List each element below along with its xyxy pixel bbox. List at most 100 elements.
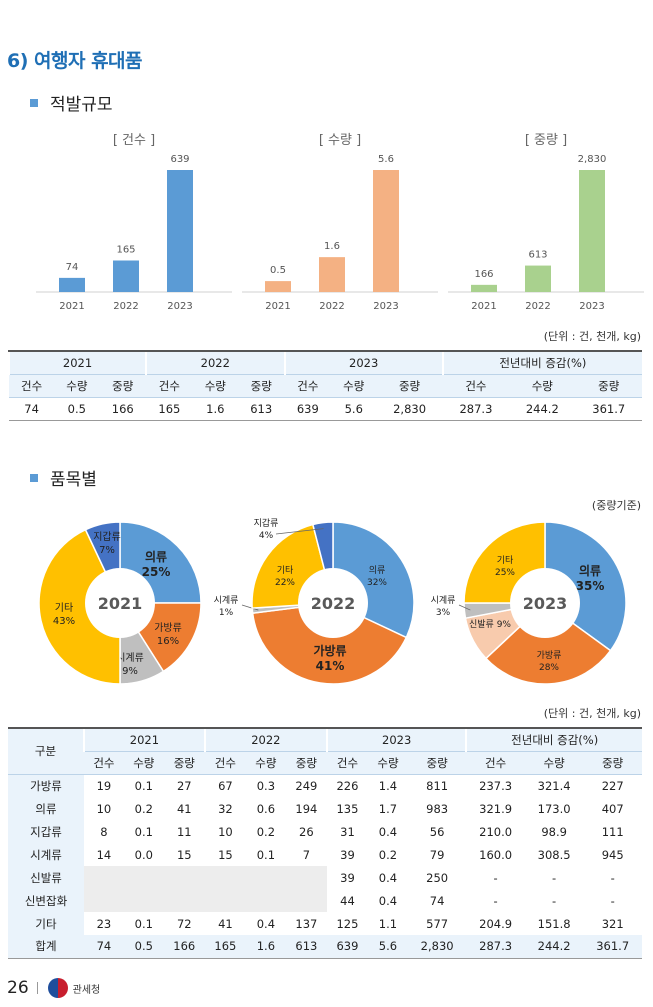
chart-title: [ 건수 ]	[113, 133, 155, 148]
pie-slice	[544, 521, 627, 652]
section-title: 6) 여행자 휴대품	[7, 50, 143, 72]
leader-line	[275, 528, 324, 535]
table-cell: 0.1	[134, 916, 153, 931]
bar	[59, 277, 85, 292]
footer-divider	[36, 982, 38, 994]
column-header: 중량	[407, 751, 467, 775]
slice-percent: 7%	[99, 545, 115, 556]
table-cell: 639	[326, 935, 369, 959]
table-cell: 407	[601, 801, 624, 816]
table-cell: 613	[237, 397, 285, 421]
table-cell: 244.2	[524, 935, 584, 959]
row-label: 지갑류	[8, 820, 84, 843]
table-cell: 74	[429, 893, 445, 908]
column-header: 중량	[575, 374, 642, 398]
donut-hole	[85, 568, 155, 638]
leader-line	[458, 604, 471, 611]
table-cell: 0.6	[256, 801, 276, 816]
row-label: 가방류	[8, 774, 84, 797]
empty-cell	[84, 889, 327, 912]
column-header: 중량	[583, 751, 642, 775]
column-header: 중량	[163, 751, 205, 775]
table-cell: 8	[100, 824, 108, 839]
data-label: 165	[116, 244, 135, 255]
table-cell: 151.8	[537, 916, 571, 931]
table-cell: -	[493, 893, 498, 908]
subsection-title-text: 적발규모	[50, 95, 113, 115]
x-tick-label: 2022	[113, 301, 138, 312]
bullet-square-icon	[30, 473, 38, 482]
table-cell: 14	[96, 847, 112, 862]
row-label: 신변잡화	[8, 889, 84, 912]
slice-percent: 41%	[316, 659, 345, 673]
bar	[319, 257, 345, 292]
table-cell: 1.1	[378, 916, 398, 931]
x-tick-label: 2021	[59, 301, 84, 312]
weight-basis-note: (중량기준)	[591, 499, 641, 512]
column-header: 중량	[376, 374, 443, 398]
table-cell: 10	[96, 801, 112, 816]
slice-percent: 16%	[157, 636, 179, 647]
table-cell: 26	[299, 824, 314, 839]
table-header-row: 구분 2021 2022 2023 전년대비 증감(%)	[8, 727, 642, 775]
table-cell: 31	[340, 824, 355, 839]
table-cell: 639	[284, 397, 332, 421]
x-tick-label: 2021	[471, 301, 496, 312]
column-header: 건수	[84, 751, 124, 775]
donut-hole	[510, 568, 580, 638]
table-cell: 613	[285, 935, 327, 959]
table-cell: 19	[96, 778, 112, 793]
table-cell: 165	[146, 397, 193, 421]
table-cell: 1.6	[192, 397, 238, 421]
table-cell: 321	[601, 916, 624, 931]
slice-percent: 35%	[576, 579, 605, 593]
table-cell: 39	[340, 847, 355, 862]
table-cell: 72	[176, 916, 192, 931]
table-cell: 32	[218, 801, 233, 816]
column-header: 수량	[524, 751, 584, 775]
x-tick-label: 2023	[579, 301, 604, 312]
bar	[265, 281, 291, 292]
table-cell: -	[552, 893, 557, 908]
slice-label: 가방류	[313, 643, 346, 658]
leader-line	[241, 604, 259, 611]
subsection-title-text: 품목별	[50, 470, 97, 490]
column-header: 중량	[237, 374, 285, 398]
agency-name: 관세청	[72, 984, 101, 996]
column-header: 건수	[9, 374, 55, 398]
table-cell: 15	[176, 847, 192, 862]
slice-label: 의류	[369, 565, 386, 576]
slice-label: 가방류	[154, 622, 182, 634]
table-subheader-row: 건수 수량 중량 건수 수량 중량 건수 수량 중량 건수 수량 중량	[9, 374, 642, 398]
row-label: 합계	[8, 935, 84, 959]
slice-label: 시계류	[431, 594, 456, 606]
column-header: 중량	[285, 751, 327, 775]
table-row: 지갑류 8 0.1 11 10 0.2 26 31 0.4 56 210.0 98.9 111	[8, 820, 642, 843]
subsection-title-scale: 적발규모	[30, 90, 113, 115]
item-table: 구분 2021 2022 2023 전년대비 증감(%) 건수 수량 중량 건수 수량 중…	[8, 727, 642, 959]
table-cell: 0.4	[378, 893, 398, 908]
table-cell: 1.7	[378, 801, 398, 816]
table-cell: 0.4	[256, 916, 276, 931]
summary-table: 2021 2022 2023 전년대비 증감(%) 건수 수량 중량 건수 수량 중량 건수…	[7, 350, 642, 421]
column-header: 수량	[509, 374, 576, 398]
table-cell: 2,830	[376, 397, 443, 421]
year-header: 2022	[145, 350, 285, 375]
table-cell: 39	[340, 870, 355, 885]
slice-percent: 43%	[53, 616, 75, 627]
table-cell: -	[493, 870, 498, 885]
table-cell: 15	[218, 847, 233, 862]
column-header: 건수	[326, 751, 369, 775]
column-header: 수량	[192, 374, 238, 398]
unit-note: (단위 : 건, 천개, kg)	[543, 330, 641, 343]
data-label: 74	[66, 262, 79, 273]
table-cell: 0.2	[256, 824, 276, 839]
column-header: 수량	[123, 751, 164, 775]
bar	[471, 284, 497, 292]
x-tick-label: 2021	[265, 301, 290, 312]
table-cell: 237.3	[479, 778, 513, 793]
table-cell: 0.1	[134, 778, 153, 793]
table-cell: 226	[336, 778, 359, 793]
column-header: 건수	[284, 374, 332, 398]
table-cell: 0.2	[134, 801, 153, 816]
